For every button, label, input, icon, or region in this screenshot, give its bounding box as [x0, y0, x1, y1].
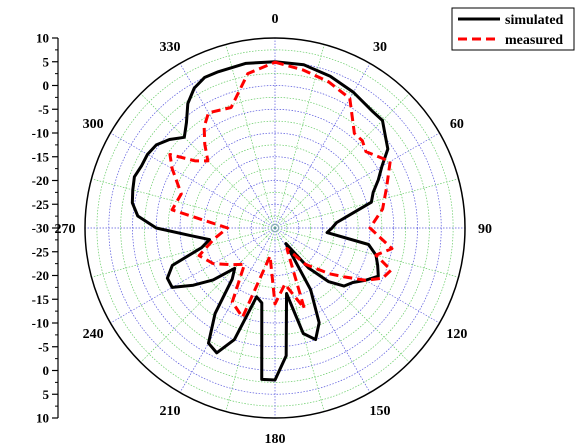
grid-ring-minor	[144, 97, 406, 359]
radial-tick-label: -5	[38, 102, 49, 117]
series-layer	[130, 60, 394, 382]
radial-axis: 10 5 0 -5 -10 -15 -20 -25 -30 -25 -20 -15 -10 -5 0 5 10	[32, 31, 59, 426]
radial-tick-label: 10	[36, 31, 49, 46]
angle-tick-label: 150	[370, 404, 391, 419]
polar-grid	[84, 37, 466, 419]
radial-tick-label: 5	[43, 54, 50, 69]
radial-tick-label: -15	[32, 149, 50, 164]
legend-label-measured: measured	[505, 33, 563, 48]
grid-spoke-minor	[225, 227, 276, 412]
radial-tick-label: -15	[32, 292, 50, 307]
angle-tick-label: 30	[373, 40, 387, 55]
grid-spoke-minor	[274, 93, 410, 229]
legend-label-simulated: simulated	[505, 13, 564, 28]
angle-tick-label: 180	[265, 432, 286, 443]
angle-tick-labels: 0 30 60 90 120 150 180 210 240 270 300 330	[55, 12, 493, 443]
grid-ring-minor	[215, 168, 335, 288]
legend: simulated measured	[451, 7, 575, 51]
grid-ring-minor	[191, 144, 359, 312]
angle-tick-label: 330	[160, 40, 181, 55]
radial-tick-label: 5	[43, 387, 50, 402]
grid-ring-minor	[167, 120, 383, 336]
angle-tick-label: 90	[478, 222, 492, 237]
radial-tick-label: -10	[32, 126, 49, 141]
angle-tick-label: 300	[83, 117, 104, 132]
series-measured-line	[168, 60, 394, 319]
angle-tick-label: 270	[55, 222, 76, 237]
grid-spoke-minor	[91, 178, 276, 229]
grid-ring-major	[203, 156, 347, 300]
angle-tick-label: 60	[450, 117, 464, 132]
radial-tick-label: 10	[36, 411, 49, 426]
outer-circle	[84, 37, 466, 419]
radial-tick-label: -30	[32, 221, 49, 236]
grid-spoke-major	[274, 63, 371, 229]
series-simulated-line	[130, 60, 390, 382]
radial-tick-label: -5	[38, 339, 49, 354]
grid-ring-minor	[262, 215, 288, 241]
radial-tick-label: -25	[32, 244, 50, 259]
grid-ring-minor	[239, 192, 311, 264]
angle-tick-label: 120	[446, 327, 467, 342]
radial-tick-label: -20	[32, 173, 49, 188]
grid-ring-major	[227, 180, 323, 276]
radial-tick-label: -25	[32, 197, 50, 212]
radial-tick-label: -20	[32, 268, 49, 283]
grid-ring-major	[250, 203, 300, 253]
radial-tick-label: -10	[32, 316, 49, 331]
radial-tick-label: 0	[43, 363, 50, 378]
angle-tick-label: 0	[272, 12, 279, 27]
angle-tick-label: 210	[160, 404, 181, 419]
angle-tick-label: 240	[83, 327, 104, 342]
legend-box	[451, 7, 575, 51]
radial-tick-label: 0	[43, 78, 50, 93]
